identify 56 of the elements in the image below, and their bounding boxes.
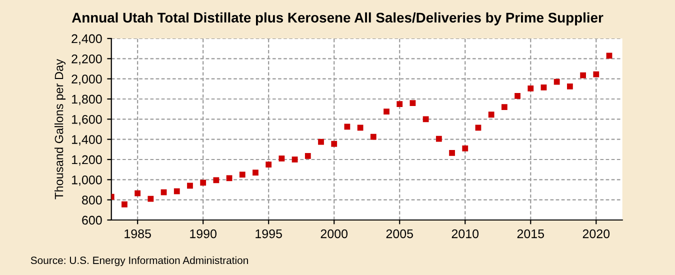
x-tick-label: 2005 [386,229,413,238]
point [134,190,141,196]
point [410,100,416,106]
x-tick-label: 2000 [320,229,348,238]
y-tick-label: 1,400 [72,135,102,146]
source-note: Source: U.S. Energy Information Administration [30,256,248,266]
point [200,180,206,186]
point [540,84,547,90]
point [384,108,390,115]
point [462,145,468,152]
y-tick-label: 1,200 [72,155,102,166]
x-tick-label: 2020 [582,229,610,238]
point [213,177,220,184]
x-tick-label: 2010 [452,229,479,238]
point [488,112,494,118]
point [554,78,560,85]
y-tick-label: 2,200 [72,54,102,65]
point [436,136,442,142]
y-tick-label: 800 [82,196,102,204]
point [266,162,272,168]
point [422,116,429,122]
point [187,182,193,189]
point [606,52,612,59]
point [226,175,232,182]
y-tick-label: 1,800 [72,94,102,106]
x-tick-label: 2015 [517,229,544,238]
point [239,172,246,178]
y-tick-label: 2,000 [72,74,102,85]
point [122,201,128,208]
point [396,101,403,107]
point [580,72,586,78]
point [528,85,534,92]
point [292,156,298,162]
x-tick-label: 1990 [190,229,217,238]
point [566,83,573,90]
point [593,71,600,78]
point [252,170,258,176]
point [304,153,311,159]
point [370,134,376,140]
point [514,93,520,99]
point [357,124,364,131]
point [148,196,154,202]
point [331,140,338,147]
y-tick-label: 1,600 [72,114,102,126]
x-tick-label: 1985 [124,229,151,238]
y-tick-label: 2,400 [72,34,102,45]
x-tick-label: 1995 [256,229,282,238]
point [501,104,508,110]
y-axis-title: Thousand Gallons per Day [54,59,66,200]
point [174,188,180,194]
y-tick-label: 600 [82,216,102,225]
y-tick-label: 1,000 [72,175,102,186]
point [278,156,285,162]
chart-title: Annual Utah Total Distillate plus Kerosene All Sales/Deliveries by Prime Supplier [72,12,604,26]
point [449,150,455,156]
point [318,138,324,145]
